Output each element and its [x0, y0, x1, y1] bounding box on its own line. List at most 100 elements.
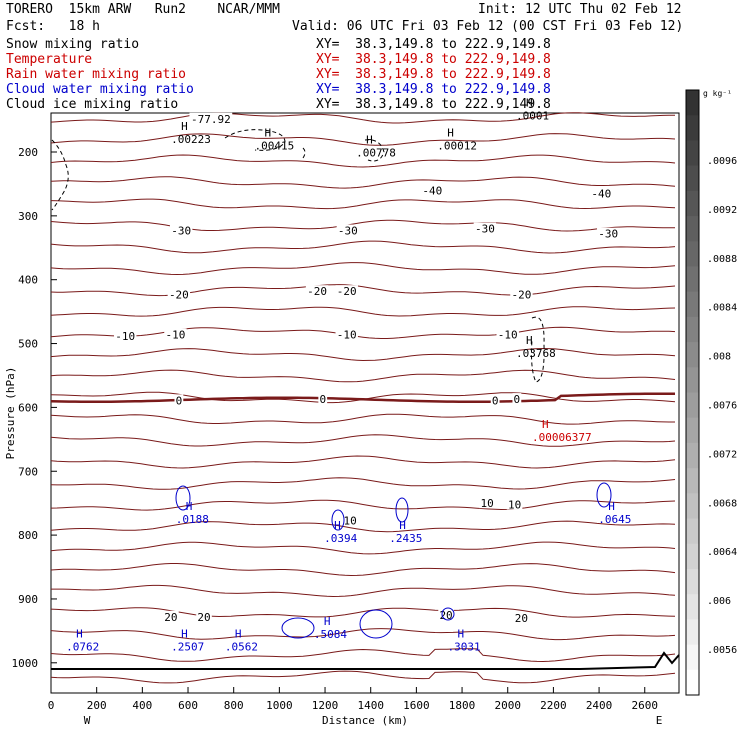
temperature-label: 20	[164, 611, 177, 624]
y-tick-label: 1000	[12, 657, 39, 670]
colorbar-segment	[686, 316, 699, 343]
colorbar-segment	[686, 644, 699, 671]
temperature-label: -30	[338, 225, 358, 238]
cloud-water-max-value: .5084	[314, 628, 347, 641]
colorbar-segment	[686, 417, 699, 444]
cloud-water-contour	[281, 617, 315, 639]
plot-frame	[50, 112, 680, 694]
field-name: Temperature	[6, 52, 93, 67]
rain-h-marker: H	[542, 418, 549, 431]
cloud-water-contour	[596, 482, 612, 508]
temperature-label: -10	[115, 330, 135, 343]
snow-h-marker: H	[447, 126, 454, 139]
isotherm	[50, 499, 676, 511]
y-tick-label: 800	[18, 529, 38, 542]
label-background	[196, 610, 212, 622]
rain-max-value: .00006377	[532, 431, 592, 444]
colorbar-tick-label: .0076	[707, 401, 737, 412]
cloud-water-contour	[359, 609, 393, 639]
cloud-water-h-marker: H	[334, 519, 341, 532]
temperature-label: 10	[508, 498, 521, 511]
colorbar-segment	[686, 568, 699, 595]
model-title: TORERO 15km ARW Run2 NCAR/MMM	[6, 2, 280, 17]
colorbar-segment	[686, 543, 699, 570]
cloud-water-max-value: .2507	[171, 641, 204, 654]
label-background	[164, 328, 187, 340]
temperature-label: -10	[498, 329, 518, 342]
y-axis-label: Pressure (hPa)	[4, 367, 17, 460]
colorbar-segment	[686, 115, 699, 141]
temperature-label: 10	[344, 514, 357, 527]
colorbar-segment	[686, 468, 699, 494]
colorbar-segment	[686, 190, 699, 217]
isotherm	[50, 477, 676, 490]
cloud-water-h-marker: H	[457, 628, 464, 641]
colorbar-tick-label: .0072	[707, 449, 737, 460]
colorbar-segment	[686, 442, 699, 469]
temperature-label: 0	[514, 393, 521, 406]
colorbar-segment	[686, 90, 699, 116]
label-background	[305, 285, 329, 297]
cloud-water-h-marker: H	[324, 615, 331, 628]
isotherm	[50, 133, 676, 146]
cloud-water-contour	[331, 509, 345, 531]
colorbar-tick-label: .008	[707, 352, 731, 363]
colorbar-tick-label: .0092	[707, 205, 737, 216]
isotherm	[50, 369, 676, 383]
snow-max-value: .00223	[171, 133, 211, 146]
temperature-label: -30	[171, 225, 191, 238]
colorbar-segment	[686, 140, 699, 167]
colorbar-tick-label: .0088	[707, 254, 737, 265]
label-background	[590, 187, 613, 199]
label-background	[336, 224, 360, 236]
label-background	[174, 394, 184, 406]
temperature-label: -10	[337, 329, 357, 342]
init-time: Init: 12 UTC Thu 02 Feb 12	[478, 2, 682, 17]
isotherm	[50, 240, 676, 254]
isotherm	[50, 628, 676, 641]
cloud-water-h-marker: H	[235, 628, 242, 641]
isotherm	[50, 648, 676, 663]
x-tick-label: 600	[178, 699, 198, 712]
x-axis-label: Distance (km)	[322, 714, 408, 727]
west-endpoint-label: W	[84, 714, 91, 727]
colorbar-unit: g kg⁻¹	[703, 89, 732, 98]
colorbar-segment	[686, 241, 699, 267]
y-tick-label: 600	[18, 401, 38, 414]
cloud-water-h-marker: H	[399, 519, 406, 532]
cloud-water-contour	[175, 485, 191, 511]
isotherm	[50, 413, 675, 425]
x-tick-label: 2600	[631, 699, 658, 712]
ice-max-value: .03768	[516, 347, 556, 360]
label-background	[479, 497, 495, 509]
label-background	[473, 222, 497, 234]
snow-max-value: .00012	[437, 139, 477, 152]
snow-h-marker: H	[265, 126, 272, 139]
label-background	[490, 394, 500, 406]
cloud-water-h-marker: H	[181, 628, 188, 641]
colorbar-segment	[686, 165, 699, 192]
colorbar-segment	[686, 594, 699, 620]
snow-contour	[51, 139, 69, 211]
label-background	[189, 112, 233, 124]
label-background	[510, 288, 533, 300]
colorbar-tick-label: .0064	[707, 547, 737, 558]
label-background	[318, 393, 328, 405]
snow-max-value: .00778	[356, 146, 396, 159]
temperature-label: -20	[337, 285, 357, 298]
colorbar-segment	[686, 518, 699, 545]
label-background	[421, 184, 444, 196]
label-background	[114, 329, 137, 341]
y-tick-label: 400	[18, 274, 38, 287]
label-background	[496, 328, 519, 340]
temperature-labels: -77.92 -40 -40 -30 -30 -30 -30 -20 -20 -20 -20 -10 -…	[114, 112, 620, 625]
isotherm	[50, 455, 676, 469]
x-tick-label: 2400	[586, 699, 613, 712]
field-xy: XY= 38.3,149.8 to 222.9,149.8	[316, 97, 551, 112]
colorbar-tick-label: .0084	[707, 303, 737, 314]
label-background	[163, 610, 179, 622]
snow-max-value: .00415	[255, 139, 295, 152]
cloud-water-max-value: .3031	[447, 641, 480, 654]
